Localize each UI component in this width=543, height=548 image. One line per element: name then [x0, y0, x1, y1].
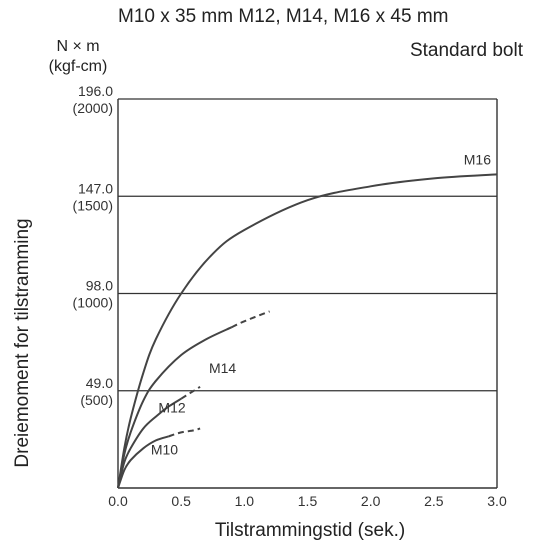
- series-line-m10: [117, 435, 169, 489]
- series-dashed-m10: [168, 427, 201, 438]
- y-tick-labels: 49.0(500) 98.0(1000) 147.0(1500) 196.0(2000…: [73, 83, 114, 408]
- x-tick-label-5: 2.5: [424, 493, 444, 509]
- x-tick-label-0: 0.0: [108, 493, 128, 509]
- x-tick-label-4: 2.0: [361, 493, 381, 509]
- chart-title: M10 x 35 mm M12, M14, M16 x 45 mm: [118, 6, 449, 27]
- series-line-m16: [117, 173, 498, 489]
- x-tick-label-3: 1.5: [298, 493, 318, 509]
- series-line-m14: [117, 326, 233, 489]
- y-axis-label: Dreiemoment for tilstramming: [12, 218, 33, 467]
- x-axis-label: Tilstrammingstid (sek.): [215, 520, 405, 541]
- series-labels: M16 M14 M12 M10: [151, 151, 491, 457]
- y-tick-label-3: 196.0: [78, 83, 113, 99]
- y-tick-sublabel-3: (2000): [73, 100, 113, 116]
- series-dashed-m14: [231, 310, 270, 329]
- y-tick-label-0: 49.0: [86, 375, 113, 391]
- grid-lines: [118, 98, 497, 392]
- y-unit-label: N × m: [56, 38, 100, 55]
- series-label-m10: M10: [151, 441, 178, 457]
- chart-subtitle: Standard bolt: [409, 40, 523, 61]
- x-tick-label-1: 0.5: [171, 493, 191, 509]
- y-tick-sublabel-0: (500): [80, 392, 113, 408]
- series-dashed-m12: [180, 385, 201, 400]
- x-tick-label-6: 3.0: [487, 493, 507, 509]
- series-label-m12: M12: [158, 400, 185, 416]
- series-label-m16: M16: [464, 151, 491, 167]
- y-tick-sublabel-1: (1000): [73, 295, 113, 311]
- y-unit-sublabel: (kgf-cm): [48, 58, 108, 75]
- y-tick-sublabel-2: (1500): [73, 197, 113, 213]
- series-label-m14: M14: [209, 360, 236, 376]
- x-tick-label-2: 1.0: [235, 493, 255, 509]
- x-tick-labels: 0.0 0.5 1.0 1.5 2.0 2.5 3.0: [108, 493, 507, 509]
- series-lines: [117, 173, 498, 489]
- y-tick-label-2: 147.0: [78, 180, 113, 196]
- series-line-m12: [117, 397, 182, 489]
- axes: [117, 99, 498, 489]
- y-tick-label-1: 98.0: [86, 278, 113, 294]
